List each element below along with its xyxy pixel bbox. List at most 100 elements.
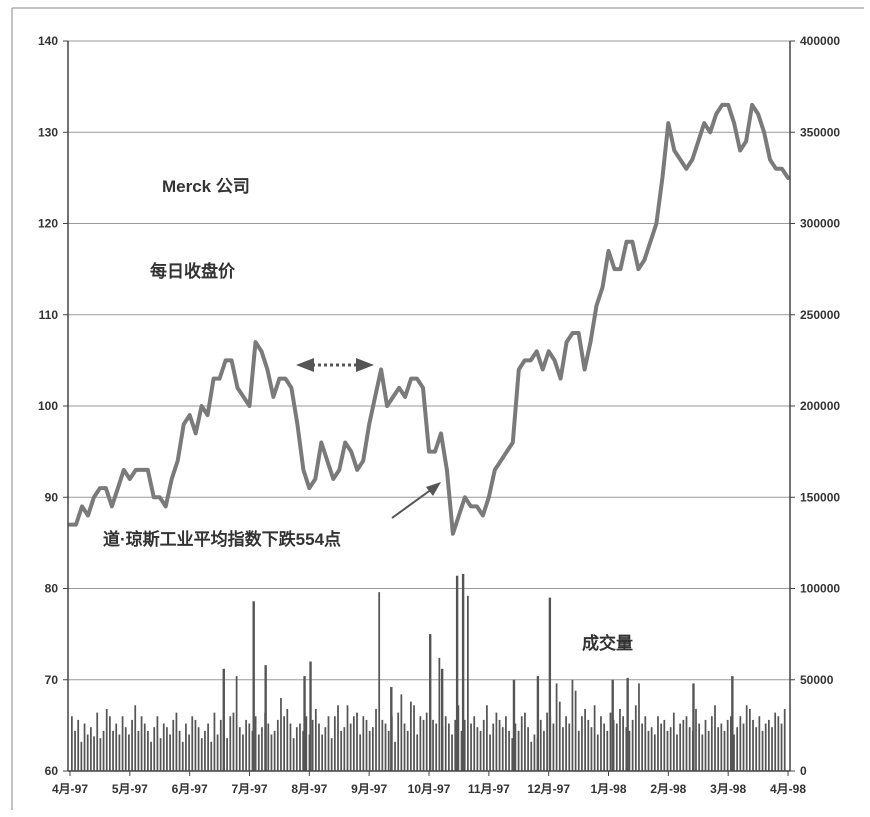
left-tick-label: 80 [45, 582, 59, 596]
volume-bar [362, 716, 365, 771]
volume-bar [166, 727, 168, 771]
volume-bar [432, 719, 434, 771]
volume-bar [390, 687, 393, 771]
volume-bar [264, 665, 267, 771]
volume-bar [83, 723, 86, 771]
volume-bar [486, 705, 488, 771]
x-tick-label: 4月-97 [52, 782, 88, 796]
volume-bar [701, 734, 704, 771]
volume-bar [77, 719, 80, 771]
volume-bar [359, 734, 362, 771]
volume-bar [611, 679, 614, 771]
volume-bar [356, 712, 358, 771]
volume-bar [454, 719, 457, 771]
volume-bar [626, 677, 629, 771]
dow-drop-annotation: 道·琼斯工业平均指数下跌554点 [103, 529, 341, 549]
x-axis-tick-labels: 4月-97 5月-97 6月-97 7月-97 8月-97 9月-97 10月-97 11月-… [52, 782, 806, 796]
volume-bar [448, 723, 450, 771]
x-tick-label: 10月-97 [408, 782, 451, 796]
volume-bar [748, 708, 751, 771]
volume-bar [558, 701, 561, 771]
volume-bar [194, 719, 197, 771]
volume-bar [305, 716, 308, 771]
left-axis-tick-labels: 60 70 80 90 100 110 120 130 140 [38, 34, 58, 778]
volume-bar [429, 634, 432, 771]
volume-bar [767, 719, 770, 771]
volume-bar [134, 705, 137, 771]
volume-bar [514, 723, 517, 771]
volume-bar [603, 723, 605, 771]
volume-bar [440, 668, 444, 771]
volume-bar [248, 723, 251, 771]
volume-bar [422, 719, 425, 771]
volume-bar [99, 738, 102, 771]
volume-bar [371, 727, 374, 771]
volume-bar [482, 719, 485, 771]
volume-bar [185, 723, 187, 771]
volume-bar [71, 716, 73, 771]
volume-bar [216, 734, 219, 771]
volume-bar [102, 730, 105, 771]
volume-bar [729, 716, 732, 771]
volume-bar [704, 719, 707, 771]
volume-bar [283, 716, 286, 771]
volume-bar [210, 741, 213, 771]
volume-bar [403, 723, 406, 771]
volume-bar [112, 730, 114, 771]
volume-bar [609, 712, 612, 771]
volume-bar [435, 723, 438, 771]
volume-bar [273, 730, 276, 771]
volume-bars [71, 573, 786, 771]
volume-bar [590, 727, 593, 771]
volume-bar [311, 719, 314, 771]
volume-bar [647, 730, 650, 771]
volume-bar [634, 705, 637, 771]
volume-bar [96, 712, 99, 771]
left-tick-label: 120 [38, 217, 58, 231]
volume-bar [622, 716, 624, 771]
volume-bar [333, 716, 336, 771]
volume-bar [365, 719, 368, 771]
volume-bar [726, 719, 729, 771]
volume-bar [489, 734, 491, 771]
volume-bar [352, 716, 355, 771]
volume-bar [742, 723, 745, 771]
volume-bar [261, 727, 263, 771]
right-tick-label: 300000 [800, 217, 840, 231]
volume-bar [178, 730, 181, 771]
volume-bar [625, 727, 628, 771]
volume-bar [653, 734, 656, 771]
volume-bar [368, 730, 371, 771]
volume-bar [650, 727, 653, 771]
volume-bar [252, 601, 255, 771]
volume-bar [121, 716, 124, 771]
volume-bar [587, 719, 590, 771]
volume-bar [309, 661, 312, 771]
right-tick-label: 200000 [800, 399, 840, 413]
volume-bar [758, 716, 761, 771]
volume-bar [384, 723, 387, 771]
volume-bar [672, 712, 675, 771]
volume-bar [109, 716, 111, 771]
volume-bar [191, 716, 194, 771]
volume-bar [492, 723, 495, 771]
volume-bar [153, 727, 156, 771]
volume-bar [270, 734, 273, 771]
volume-bar [577, 730, 580, 771]
volume-bar [755, 727, 758, 771]
volume-bar [425, 712, 428, 771]
volume-bar [378, 592, 381, 771]
volume-bar [543, 730, 545, 771]
volume-bar [682, 719, 685, 771]
left-tick-label: 100 [38, 399, 58, 413]
volume-bar [736, 727, 739, 771]
volume-bar [251, 730, 254, 771]
volume-bar [295, 727, 298, 771]
volume-bar [571, 679, 574, 771]
price-line [68, 102, 790, 536]
volume-bar [137, 730, 140, 771]
volume-bar [606, 730, 609, 771]
volume-bar [200, 738, 203, 771]
